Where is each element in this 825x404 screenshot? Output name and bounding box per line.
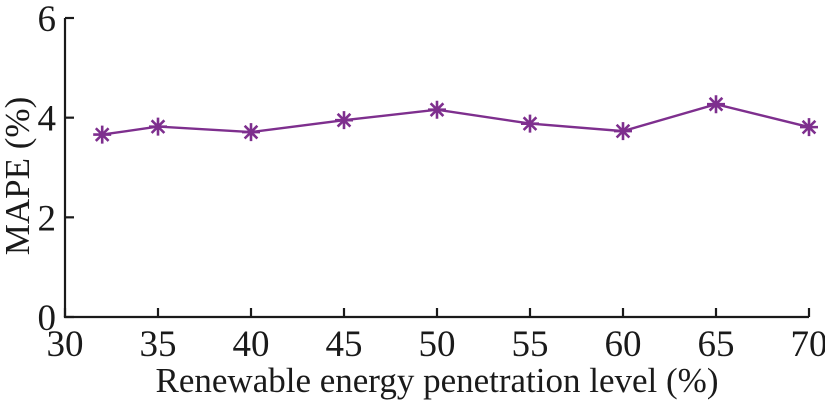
data-point-marker <box>707 95 725 114</box>
x-tick-label: 30 <box>47 324 84 365</box>
x-tick-label: 40 <box>233 324 270 365</box>
x-tick-label: 55 <box>512 324 549 365</box>
y-tick-label: 0 <box>38 298 57 339</box>
data-point-marker <box>149 117 167 136</box>
x-axis-title: Renewable energy penetration level (%) <box>156 361 719 400</box>
series-layer <box>93 95 818 144</box>
y-axis-title: MAPE (%) <box>0 97 37 255</box>
x-tick-label: 60 <box>605 324 642 365</box>
series-line <box>102 102 810 136</box>
x-tick-label: 35 <box>140 324 177 365</box>
axes-layer: 30 35 40 45 50 55 60 65 70 0 2 4 6 <box>38 0 825 365</box>
data-point-marker <box>242 123 260 142</box>
y-tick-label: 4 <box>38 99 57 140</box>
x-tick-label: 50 <box>419 324 456 365</box>
data-point-marker <box>428 100 446 119</box>
data-point-marker <box>335 111 353 130</box>
x-tick-label: 65 <box>698 324 735 365</box>
x-tick-label: 70 <box>791 324 825 365</box>
data-point-marker <box>614 122 632 141</box>
data-point-marker <box>800 118 818 137</box>
y-tick-label: 6 <box>38 0 57 40</box>
x-tick-label: 45 <box>326 324 363 365</box>
data-point-marker <box>521 114 539 133</box>
y-tick-label: 2 <box>38 198 57 239</box>
data-point-marker <box>93 125 112 144</box>
